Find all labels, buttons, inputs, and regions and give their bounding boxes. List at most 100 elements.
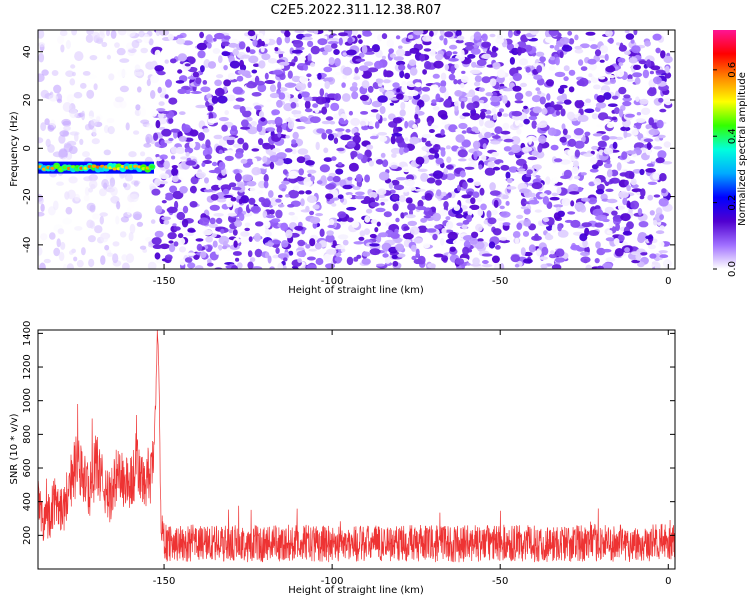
snr-y-tick-label: 1000 bbox=[22, 388, 33, 413]
spectrogram-cell bbox=[510, 219, 519, 224]
spectrogram-cell bbox=[548, 30, 559, 36]
spectrogram-cell bbox=[458, 122, 468, 130]
spectrogram-cell bbox=[290, 215, 299, 221]
spectrogram-cell bbox=[161, 216, 172, 221]
spectrogram-cell bbox=[62, 217, 72, 225]
spectrogram-cell bbox=[292, 131, 299, 140]
spectrogram-cell bbox=[328, 218, 335, 226]
spectrogram-cell bbox=[520, 247, 526, 256]
spectrogram-cell bbox=[274, 47, 279, 52]
spectrogram-cell bbox=[452, 239, 461, 245]
spectrogram-cell bbox=[408, 90, 419, 97]
spectrogram-cell bbox=[206, 42, 212, 49]
spectrogram-cell bbox=[403, 50, 412, 57]
spectrogram-cell bbox=[421, 94, 430, 103]
spectrogram-cell bbox=[653, 146, 663, 150]
spectrogram-cell bbox=[189, 141, 196, 149]
spectrogram-cell bbox=[566, 111, 575, 120]
spectrogram-cell bbox=[434, 144, 439, 148]
spectrogram-cell bbox=[84, 124, 92, 131]
spectrogram-cell bbox=[44, 118, 50, 126]
spectrogram-cell bbox=[481, 76, 491, 84]
spectrogram-cell bbox=[218, 161, 226, 171]
spectrogram-cell bbox=[599, 59, 605, 63]
spectrogram-cell bbox=[195, 104, 207, 109]
spectrogram-cell bbox=[653, 219, 658, 226]
spectrogram-cell bbox=[309, 238, 316, 247]
spectrogram-cell bbox=[441, 228, 447, 234]
spectrogram-cell bbox=[529, 30, 539, 35]
spectrogram-cell bbox=[122, 182, 128, 188]
signal-band-peak bbox=[133, 164, 138, 168]
spectrogram-cell bbox=[455, 30, 462, 38]
spectrogram-cell bbox=[469, 69, 481, 74]
spectrogram-cell bbox=[409, 47, 420, 54]
spectrogram-cell bbox=[330, 197, 340, 201]
spectrogram-cell bbox=[214, 87, 225, 97]
spectrogram-cell bbox=[490, 95, 501, 103]
spectrogram-cell bbox=[537, 90, 542, 95]
spectrogram-cell bbox=[325, 234, 335, 243]
spectrogram-cell bbox=[609, 177, 621, 184]
snr-x-tick-label: -50 bbox=[492, 576, 508, 587]
spectrogram-cell bbox=[382, 253, 389, 258]
spectrogram-cell bbox=[520, 206, 529, 210]
spectrogram-cell bbox=[379, 135, 388, 142]
spectrogram-cell bbox=[491, 107, 497, 114]
spectrogram-cell bbox=[495, 37, 504, 44]
spectrogram-cell bbox=[647, 194, 654, 201]
spectrogram-cell bbox=[226, 200, 234, 208]
spectrogram-cell bbox=[369, 135, 379, 140]
spectrogram-cell bbox=[211, 95, 219, 104]
spectrogram-cell bbox=[264, 242, 275, 247]
spectrogram-cell bbox=[132, 211, 143, 220]
spectrogram-cell bbox=[150, 74, 159, 84]
spectrogram-cell bbox=[399, 109, 406, 117]
spectrogram-cell bbox=[624, 247, 630, 253]
spectrogram-cell bbox=[238, 41, 246, 50]
spectrogram-cell bbox=[158, 101, 165, 106]
spectrogram-cell bbox=[514, 263, 520, 268]
spectrogram-cell bbox=[534, 233, 539, 241]
spectrogram-cell bbox=[121, 254, 128, 261]
spectrogram-cell bbox=[43, 258, 51, 264]
spectrogram-cell bbox=[197, 50, 206, 59]
spectrogram-cell bbox=[432, 233, 438, 241]
spectrogram-cell bbox=[477, 238, 484, 243]
snr-x-tick-label: -100 bbox=[321, 576, 344, 587]
spectrogram-cell bbox=[522, 230, 530, 237]
spectrogram-cell bbox=[333, 93, 342, 102]
spectrogram-cell bbox=[455, 39, 464, 44]
spectrogram-cell bbox=[427, 120, 432, 127]
spectrogram-cell bbox=[244, 74, 252, 79]
spectrogram-cell bbox=[377, 132, 388, 136]
spectrogram-cell bbox=[550, 101, 555, 107]
spectrogram-cell bbox=[594, 258, 600, 264]
spectrogram-cell bbox=[445, 164, 454, 170]
spectrogram-cell bbox=[444, 64, 449, 71]
spectrogram-cell bbox=[65, 70, 74, 77]
spectrogram-cell bbox=[382, 159, 389, 168]
spectrogram-cell bbox=[195, 171, 207, 179]
spectrogram-cell bbox=[460, 101, 465, 109]
spectrogram-cell bbox=[352, 135, 361, 144]
spectrogram-cell bbox=[151, 188, 161, 196]
spectrogram-cell bbox=[378, 232, 389, 238]
spectrogram-cell bbox=[61, 118, 71, 126]
spectrogram-cell bbox=[104, 244, 110, 251]
spectrogram-cell bbox=[470, 113, 481, 121]
spectrogram-cell bbox=[492, 62, 501, 70]
spectrogram-cell bbox=[238, 198, 243, 205]
spectrogram-cell bbox=[58, 149, 68, 160]
spectrogram-cell bbox=[417, 199, 424, 208]
spectrogram-cell bbox=[280, 65, 285, 69]
spectrogram-cell bbox=[493, 199, 499, 208]
spectrogram-cell bbox=[358, 39, 363, 44]
snr-series-line bbox=[38, 330, 675, 563]
spectrogram-cell bbox=[309, 210, 315, 216]
spectrogram-cell bbox=[444, 90, 449, 100]
spectrogram-cell bbox=[434, 152, 440, 159]
spectrogram-cell bbox=[595, 188, 605, 195]
spectrogram-cell bbox=[128, 151, 137, 158]
spectrogram-frame bbox=[37, 29, 676, 270]
